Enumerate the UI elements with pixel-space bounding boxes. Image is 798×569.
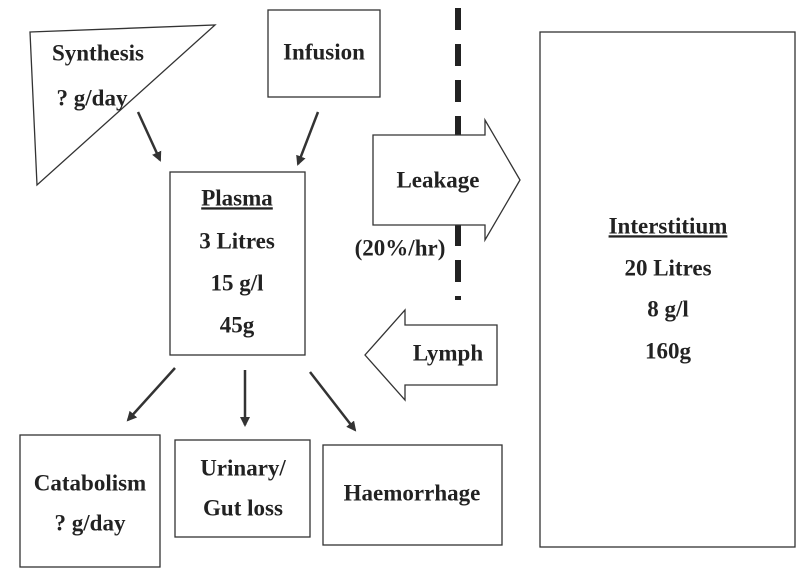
infusion-text: Infusion <box>283 39 365 64</box>
interstitium-title: Interstitium <box>609 213 728 238</box>
interstitium-text: 160g <box>645 338 692 363</box>
plasma-box <box>169 171 306 356</box>
plasma-text: 45g <box>220 312 255 337</box>
urinary-box <box>174 439 311 538</box>
interstitium-box <box>539 31 796 548</box>
arrow <box>126 367 176 422</box>
synthesis-text: Synthesis <box>52 40 144 65</box>
lymph-arrow <box>364 308 498 402</box>
arrow <box>309 371 357 432</box>
interstitium-text: 8 g/l <box>647 296 689 321</box>
urinary-text: Urinary/ <box>200 455 286 480</box>
urinary-text: Gut loss <box>203 495 283 520</box>
haemorrhage-box <box>322 444 503 546</box>
arrow <box>296 111 320 166</box>
leakage-arrow <box>372 117 521 243</box>
leakage-rate: (20%/hr) <box>355 235 446 260</box>
haemorrhage-text: Haemorrhage <box>344 480 481 505</box>
synthesis-text: ? g/day <box>57 85 128 110</box>
plasma-title: Plasma <box>201 185 273 210</box>
lymph-text: Lymph <box>413 340 484 365</box>
catabolism-text: ? g/day <box>55 510 126 535</box>
infusion-box <box>267 9 381 98</box>
arrow <box>136 111 162 162</box>
plasma-text: 15 g/l <box>210 270 263 295</box>
interstitium-text: 20 Litres <box>624 255 711 280</box>
plasma-text: 3 Litres <box>199 228 275 253</box>
synthesis-shape <box>29 24 217 187</box>
catabolism-box <box>19 434 161 568</box>
leakage-text: Leakage <box>396 167 479 192</box>
catabolism-text: Catabolism <box>34 470 146 495</box>
